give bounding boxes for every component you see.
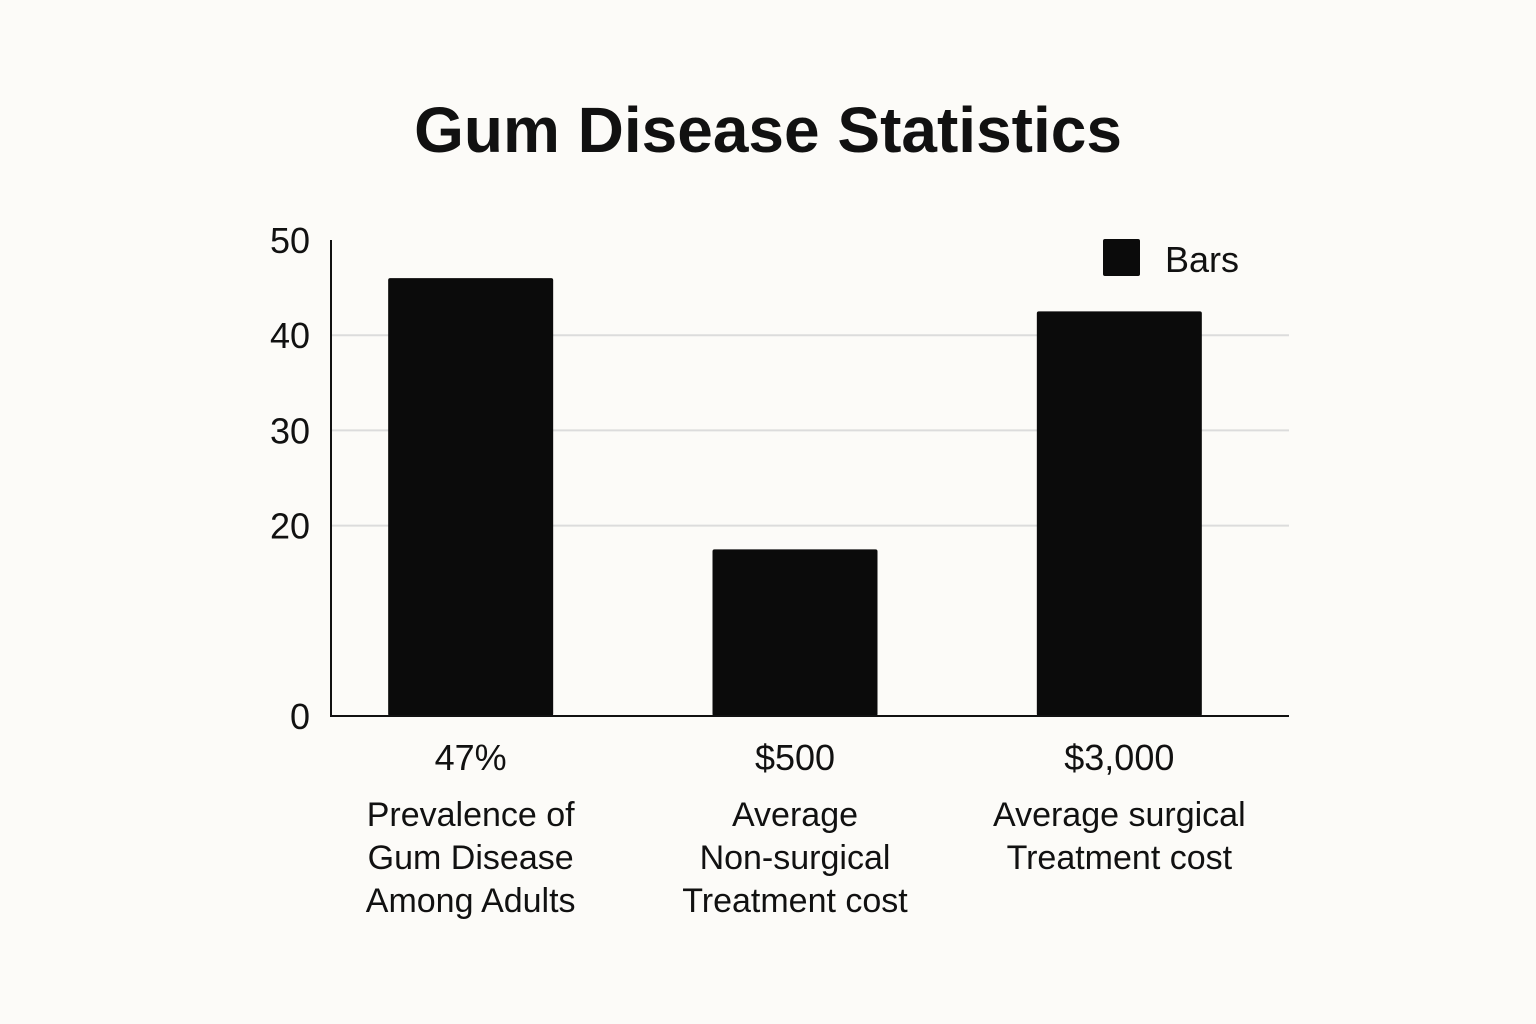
y-tick-label: 20 <box>270 506 310 547</box>
y-tick-label: 0 <box>290 696 310 737</box>
chart-title: Gum Disease Statistics <box>414 94 1122 166</box>
category-label: Non-surgical <box>700 839 891 877</box>
y-tick-label: 30 <box>270 410 310 451</box>
y-axis-ticks: 0 20 30 40 50 <box>270 220 310 737</box>
category-label: Average surgical <box>993 796 1246 834</box>
bar <box>712 549 878 716</box>
y-tick-label: 50 <box>270 220 310 261</box>
category-label: Gum Disease <box>368 839 574 877</box>
category-label: Treatment cost <box>1007 839 1233 877</box>
bars <box>388 278 1202 716</box>
category-label: Treatment cost <box>682 882 908 920</box>
category-value-label: $500 <box>755 737 835 778</box>
x-axis-labels: 47% Prevalence of Gum Disease Among Adults $… <box>366 737 1246 920</box>
category-value-label: 47% <box>435 737 507 778</box>
category-value-label: $3,000 <box>1064 737 1174 778</box>
legend-label: Bars <box>1165 239 1239 280</box>
bar <box>1036 311 1202 716</box>
axes <box>330 240 1289 717</box>
bar <box>388 278 554 716</box>
legend-swatch <box>1103 239 1140 276</box>
y-tick-label: 40 <box>270 315 310 356</box>
category-label: Prevalence of <box>367 796 575 834</box>
category-label: Average <box>732 796 858 834</box>
legend: Bars <box>1103 239 1239 280</box>
category-label: Among Adults <box>366 882 576 920</box>
